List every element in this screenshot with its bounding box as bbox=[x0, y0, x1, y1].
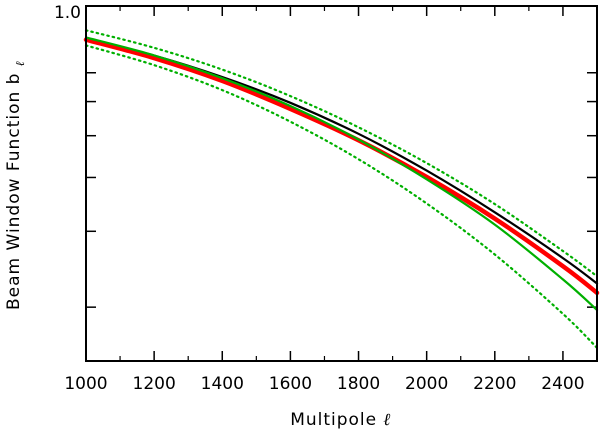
series-lines bbox=[83, 29, 600, 349]
axis-ticks bbox=[85, 5, 597, 361]
x-tick-label: 1400 bbox=[201, 374, 244, 394]
plot-frame bbox=[85, 5, 598, 362]
series-line-5 bbox=[84, 44, 599, 349]
x-tick-label: 1600 bbox=[269, 374, 312, 394]
x-tick-label: 2400 bbox=[541, 374, 584, 394]
series-line-2 bbox=[83, 37, 600, 296]
x-tick-label: 1800 bbox=[337, 374, 380, 394]
y-tick-label: 1.0 bbox=[54, 3, 81, 23]
series-line-1 bbox=[84, 37, 599, 285]
y-axis-label: Beam Window Function b ℓ bbox=[4, 60, 27, 310]
x-tick-label: 1200 bbox=[133, 374, 176, 394]
x-tick-label: 1000 bbox=[64, 374, 107, 394]
x-tick-label: 2200 bbox=[473, 374, 516, 394]
series-line-4 bbox=[84, 29, 599, 278]
x-tick-label: 2000 bbox=[405, 374, 448, 394]
series-line-3 bbox=[84, 36, 599, 312]
x-axis-label: Multipole ℓ bbox=[290, 410, 392, 430]
x-tick-labels: 1000 1200 1400 1600 1800 2000 2200 2400 bbox=[64, 374, 584, 394]
y-tick-labels: 1.0 bbox=[54, 3, 81, 23]
